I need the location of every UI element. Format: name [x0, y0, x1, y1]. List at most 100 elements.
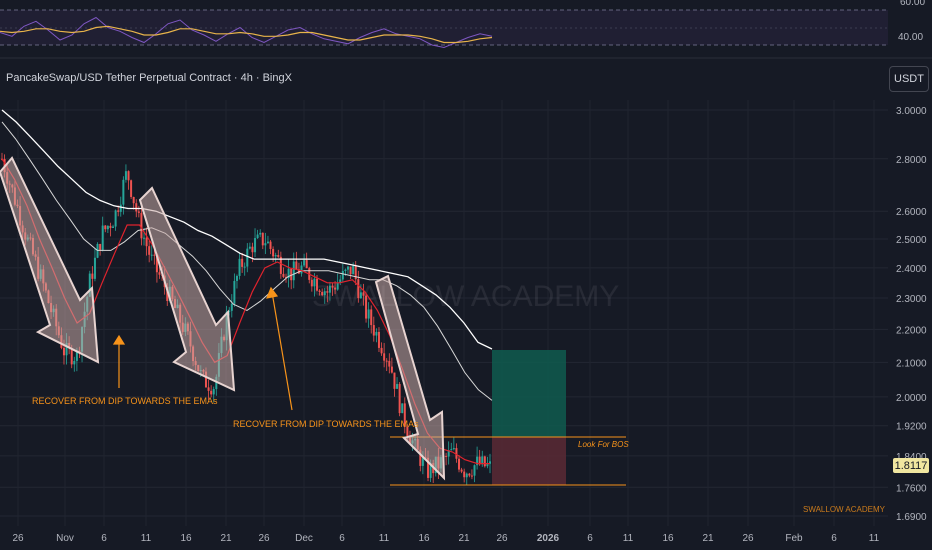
candle-body	[357, 279, 360, 299]
candle-body	[323, 291, 326, 296]
candle-body	[321, 291, 324, 296]
candle-body	[204, 371, 207, 388]
candle-body	[93, 257, 96, 279]
candle-body	[359, 292, 362, 299]
y-tick-label: 2.3000	[896, 294, 927, 305]
candle-body	[207, 387, 210, 391]
y-tick-label: 2.0000	[896, 393, 927, 404]
y-tick-label: 1.9200	[896, 422, 927, 433]
candle-body	[166, 286, 169, 301]
candle-body	[212, 389, 215, 395]
dip-arrow-3	[374, 274, 446, 481]
candle-body	[328, 285, 331, 293]
target-zone	[492, 350, 566, 437]
x-tick-label: 26	[742, 533, 754, 544]
x-tick-label: Dec	[295, 533, 313, 544]
candle-body	[132, 196, 135, 204]
rsi-band	[0, 10, 888, 45]
candle-body	[99, 244, 102, 250]
candle-body	[65, 342, 68, 356]
x-tick-label: 2026	[537, 533, 560, 544]
candle-body	[73, 360, 76, 365]
candle-body	[285, 276, 288, 279]
candle-body	[148, 246, 151, 255]
candle-body	[145, 237, 148, 247]
x-tick-label: 6	[101, 533, 107, 544]
candle-body	[375, 331, 378, 336]
candle-body	[316, 278, 319, 291]
candle-body	[127, 171, 130, 181]
candle-body	[210, 390, 213, 395]
candle-body	[256, 234, 259, 239]
candle-body	[228, 310, 231, 313]
candle-body	[380, 347, 383, 354]
candle-body	[150, 254, 153, 256]
ema-mid-line	[1, 121, 493, 401]
candle-body	[393, 372, 396, 389]
x-tick-label: 16	[180, 533, 192, 544]
candle-body	[476, 456, 479, 466]
x-tick-label: Feb	[785, 533, 803, 544]
candle-body	[230, 303, 233, 311]
candle-body	[300, 265, 303, 274]
x-tick-label: 6	[339, 533, 345, 544]
annotation-recover-1: RECOVER FROM DIP TOWARDS THE EMAs	[32, 396, 218, 406]
candle-body	[279, 256, 282, 274]
candle-body	[377, 331, 380, 348]
candle-body	[269, 241, 272, 249]
candle-body	[478, 456, 481, 465]
candle-body	[421, 457, 424, 466]
candle-body	[290, 268, 293, 281]
candle-body	[124, 171, 127, 180]
candle-body	[385, 360, 388, 362]
candle-body	[463, 471, 466, 478]
y-tick-label: 2.6000	[896, 207, 927, 218]
ema-long-line	[1, 109, 493, 350]
price-axis: 3.0000 2.8000 2.6000 2.5000 2.4000 2.3000 2.20…	[896, 106, 927, 523]
dip-arrow-2	[138, 186, 236, 392]
candle-body	[158, 272, 161, 275]
candle-body	[470, 475, 473, 477]
candle-body	[295, 261, 298, 270]
candle-body	[264, 243, 267, 246]
candle-body	[334, 287, 337, 290]
y-tick-label: 2.4000	[896, 264, 927, 275]
x-tick-label: 16	[418, 533, 430, 544]
x-tick-label: 26	[258, 533, 270, 544]
currency-button[interactable]: USDT	[889, 66, 929, 92]
candle-body	[406, 426, 409, 436]
candle-body	[292, 261, 295, 281]
candle-body	[246, 248, 249, 267]
candle-body	[215, 376, 218, 390]
candle-body	[238, 258, 241, 276]
x-tick-label: 11	[623, 533, 634, 544]
y-tick-label: 3.0000	[896, 106, 927, 117]
x-tick-label: 26	[496, 533, 508, 544]
candle-body	[88, 273, 91, 297]
candle-body	[398, 384, 401, 414]
recovery-arrowhead-1	[112, 334, 126, 345]
x-tick-label: 11	[869, 533, 880, 544]
x-tick-label: 11	[141, 533, 152, 544]
candle-body	[272, 248, 275, 257]
candle-body	[259, 232, 262, 235]
dip-arrows	[0, 156, 446, 481]
y-tick-label: 2.8000	[896, 155, 927, 166]
candle-body	[455, 448, 458, 459]
candle-body	[458, 458, 461, 470]
candle-body	[354, 265, 357, 280]
candle-body	[403, 403, 406, 427]
candle-body	[447, 450, 450, 457]
candle-body	[140, 212, 143, 239]
rsi-tick-60: 60.00	[900, 0, 925, 8]
candle-body	[445, 455, 448, 457]
x-tick-label: 21	[702, 533, 714, 544]
candle-body	[251, 246, 254, 253]
candle-body	[460, 469, 463, 472]
corner-brand: SWALLOW ACADEMY	[803, 505, 886, 514]
x-tick-label: Nov	[56, 533, 74, 544]
candle-body	[331, 285, 334, 288]
candle-body	[313, 278, 316, 287]
annotation-bos: Look For BOS	[578, 440, 629, 449]
